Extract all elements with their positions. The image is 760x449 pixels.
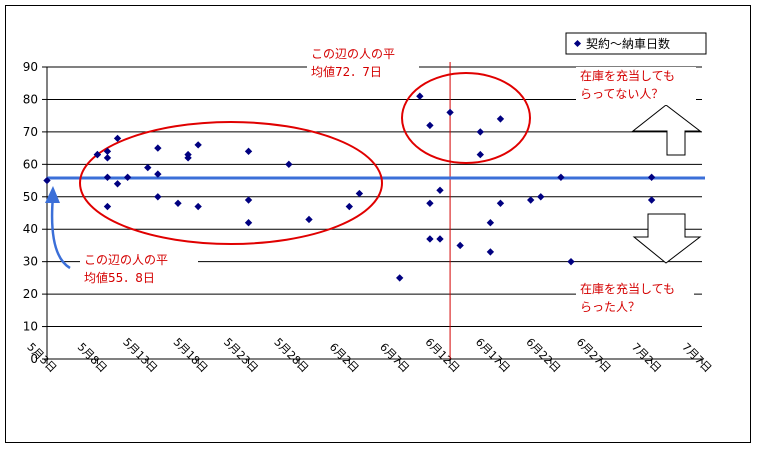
data-point <box>144 163 152 172</box>
y-tick-label: 30 <box>23 255 38 269</box>
data-point <box>244 147 253 156</box>
data-point <box>486 248 495 256</box>
data-point <box>305 215 313 224</box>
data-point <box>194 202 202 211</box>
data-point <box>446 108 454 117</box>
right-note: この辺の人の平 <box>311 47 395 61</box>
upper-note: 在庫を充当しても <box>580 68 675 83</box>
data-point <box>113 134 122 143</box>
y-tick-label: 80 <box>23 92 38 106</box>
up-block-arrow <box>631 104 702 156</box>
data-point <box>396 274 404 282</box>
data-point <box>527 196 535 204</box>
data-point <box>123 173 132 181</box>
data-point <box>436 186 444 194</box>
data-point <box>103 147 112 156</box>
legend: 契約～納車日数 <box>565 32 707 55</box>
upper-note-bg <box>576 67 696 105</box>
legend-label: 契約～納車日数 <box>586 36 670 51</box>
data-point <box>416 92 424 100</box>
lower-note: らった人？ <box>580 300 640 314</box>
y-tick-label: 70 <box>23 125 38 139</box>
data-point <box>103 173 112 181</box>
y-tick-label: 90 <box>23 60 38 74</box>
data-point <box>93 150 102 159</box>
data-point <box>103 202 112 211</box>
y-tick-label: 0 <box>30 352 38 366</box>
down-block-arrow <box>632 213 702 264</box>
left-cluster-ellipse <box>79 121 383 245</box>
data-point <box>496 115 505 123</box>
right-note: 均値72．7日 <box>311 64 382 79</box>
data-point <box>557 173 565 181</box>
y-tick-label: 50 <box>23 190 38 204</box>
y-tick-label: 10 <box>23 320 38 334</box>
data-point <box>647 173 656 181</box>
left-note-bg <box>80 251 198 289</box>
legend-box <box>565 32 707 55</box>
curved-arrow <box>50 195 71 270</box>
left-note: 均値55．8日 <box>84 270 155 285</box>
data-point <box>103 154 112 162</box>
data-point <box>154 144 162 152</box>
data-point <box>113 180 122 188</box>
left-note: この辺の人の平 <box>84 253 168 267</box>
curved-arrow-head <box>45 186 60 203</box>
y-tick-label: 20 <box>23 287 38 301</box>
upper-note: らってない人？ <box>580 87 663 101</box>
right-cluster-ellipse <box>401 72 531 164</box>
y-tick-label: 60 <box>23 157 38 171</box>
data-point <box>355 189 364 198</box>
lower-note-bg <box>576 280 694 318</box>
y-tick-label: 40 <box>23 222 38 236</box>
data-point <box>154 170 162 178</box>
right-note-bg <box>307 45 419 83</box>
data-point <box>244 219 253 227</box>
data-point <box>486 219 495 227</box>
data-point <box>567 257 575 266</box>
legend-marker <box>573 39 582 48</box>
lower-note: 在庫を充当しても <box>580 281 675 296</box>
